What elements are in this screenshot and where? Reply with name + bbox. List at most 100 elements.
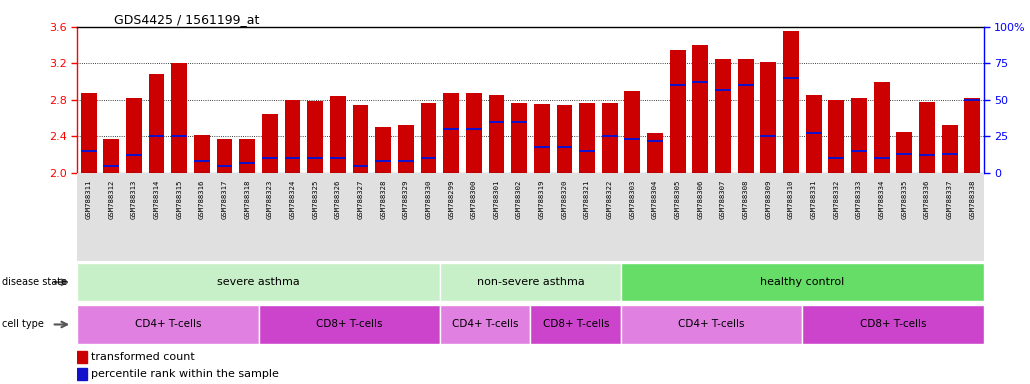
Bar [77, 305, 259, 344]
Bar [488, 95, 505, 173]
Bar [556, 105, 573, 173]
Text: severe asthma: severe asthma [217, 277, 300, 287]
Bar [530, 305, 621, 344]
Text: GSM788331: GSM788331 [811, 180, 817, 219]
Text: GSM788330: GSM788330 [425, 180, 432, 219]
Bar [398, 160, 414, 162]
Bar [330, 157, 346, 159]
Text: GSM788314: GSM788314 [153, 180, 160, 219]
Bar [307, 157, 323, 159]
Bar [126, 154, 142, 156]
Bar [873, 82, 890, 173]
Text: GSM788335: GSM788335 [901, 180, 907, 219]
Text: GSM788334: GSM788334 [879, 180, 885, 219]
Bar [647, 140, 663, 142]
Bar [466, 93, 482, 173]
Bar [760, 61, 777, 173]
Bar [805, 95, 822, 173]
Text: CD8+ T-cells: CD8+ T-cells [860, 319, 926, 329]
Bar [919, 102, 935, 173]
Bar [511, 103, 527, 173]
Bar [828, 100, 845, 173]
Text: CD8+ T-cells: CD8+ T-cells [543, 319, 609, 329]
Bar [602, 103, 618, 173]
Text: GSM788319: GSM788319 [539, 180, 545, 219]
Bar [262, 114, 278, 173]
Bar [964, 99, 981, 101]
Bar [466, 128, 482, 130]
Bar [77, 351, 87, 363]
Bar [171, 63, 187, 173]
Bar [534, 104, 550, 173]
Text: transformed count: transformed count [91, 352, 195, 362]
Bar [103, 164, 119, 167]
Text: GSM788307: GSM788307 [720, 180, 726, 219]
Bar [964, 98, 981, 173]
Text: GSM788333: GSM788333 [856, 180, 862, 219]
Bar [692, 45, 709, 173]
Text: GSM788306: GSM788306 [697, 180, 703, 219]
Bar [692, 81, 709, 83]
Text: GSM788305: GSM788305 [675, 180, 681, 219]
Bar [670, 84, 686, 86]
Bar [941, 125, 958, 173]
Bar [802, 305, 984, 344]
Bar [647, 133, 663, 173]
Text: GSM788322: GSM788322 [607, 180, 613, 219]
Text: CD4+ T-cells: CD4+ T-cells [135, 319, 201, 329]
Bar [851, 150, 867, 152]
Bar [420, 103, 437, 173]
Bar [737, 84, 754, 86]
Bar [556, 146, 573, 147]
Bar [715, 59, 731, 173]
Bar [375, 160, 391, 162]
Text: GSM788320: GSM788320 [561, 180, 568, 219]
Text: GSM788329: GSM788329 [403, 180, 409, 219]
Text: GSM788308: GSM788308 [743, 180, 749, 219]
Bar [307, 101, 323, 173]
Text: GSM788310: GSM788310 [788, 180, 794, 219]
Bar [284, 157, 301, 159]
Text: healthy control: healthy control [760, 277, 845, 287]
Text: GSM788300: GSM788300 [471, 180, 477, 219]
Text: GSM788326: GSM788326 [335, 180, 341, 219]
Bar [488, 121, 505, 123]
Bar [80, 93, 97, 173]
Text: GSM788324: GSM788324 [289, 180, 296, 219]
Bar [77, 263, 440, 301]
Text: GSM788332: GSM788332 [833, 180, 839, 219]
Bar [440, 263, 621, 301]
Bar [511, 121, 527, 123]
Bar [602, 135, 618, 137]
Text: GSM788328: GSM788328 [380, 180, 386, 219]
Bar [330, 96, 346, 173]
Bar [216, 139, 233, 173]
Text: GSM788337: GSM788337 [947, 180, 953, 219]
Bar [783, 77, 799, 79]
Bar [398, 125, 414, 173]
Bar [148, 135, 165, 137]
Text: GSM788309: GSM788309 [765, 180, 771, 219]
Text: GSM788304: GSM788304 [652, 180, 658, 219]
Text: cell type: cell type [2, 319, 44, 329]
Text: GSM788303: GSM788303 [629, 180, 636, 219]
Bar [805, 132, 822, 134]
Text: GSM788323: GSM788323 [267, 180, 273, 219]
Bar [760, 135, 777, 137]
Text: CD8+ T-cells: CD8+ T-cells [316, 319, 382, 329]
Bar [624, 138, 641, 140]
Text: disease state: disease state [2, 277, 67, 287]
Text: GSM788325: GSM788325 [312, 180, 318, 219]
Text: GSM788313: GSM788313 [131, 180, 137, 219]
Bar [194, 160, 210, 162]
Text: GSM788321: GSM788321 [584, 180, 590, 219]
Bar [896, 153, 913, 155]
Bar [239, 139, 255, 173]
Text: GSM788301: GSM788301 [493, 180, 500, 219]
Bar [352, 164, 369, 167]
Text: GSM788315: GSM788315 [176, 180, 182, 219]
Bar [873, 157, 890, 159]
Text: GSM788312: GSM788312 [108, 180, 114, 219]
Text: CD4+ T-cells: CD4+ T-cells [452, 319, 518, 329]
Text: GSM788299: GSM788299 [448, 180, 454, 219]
